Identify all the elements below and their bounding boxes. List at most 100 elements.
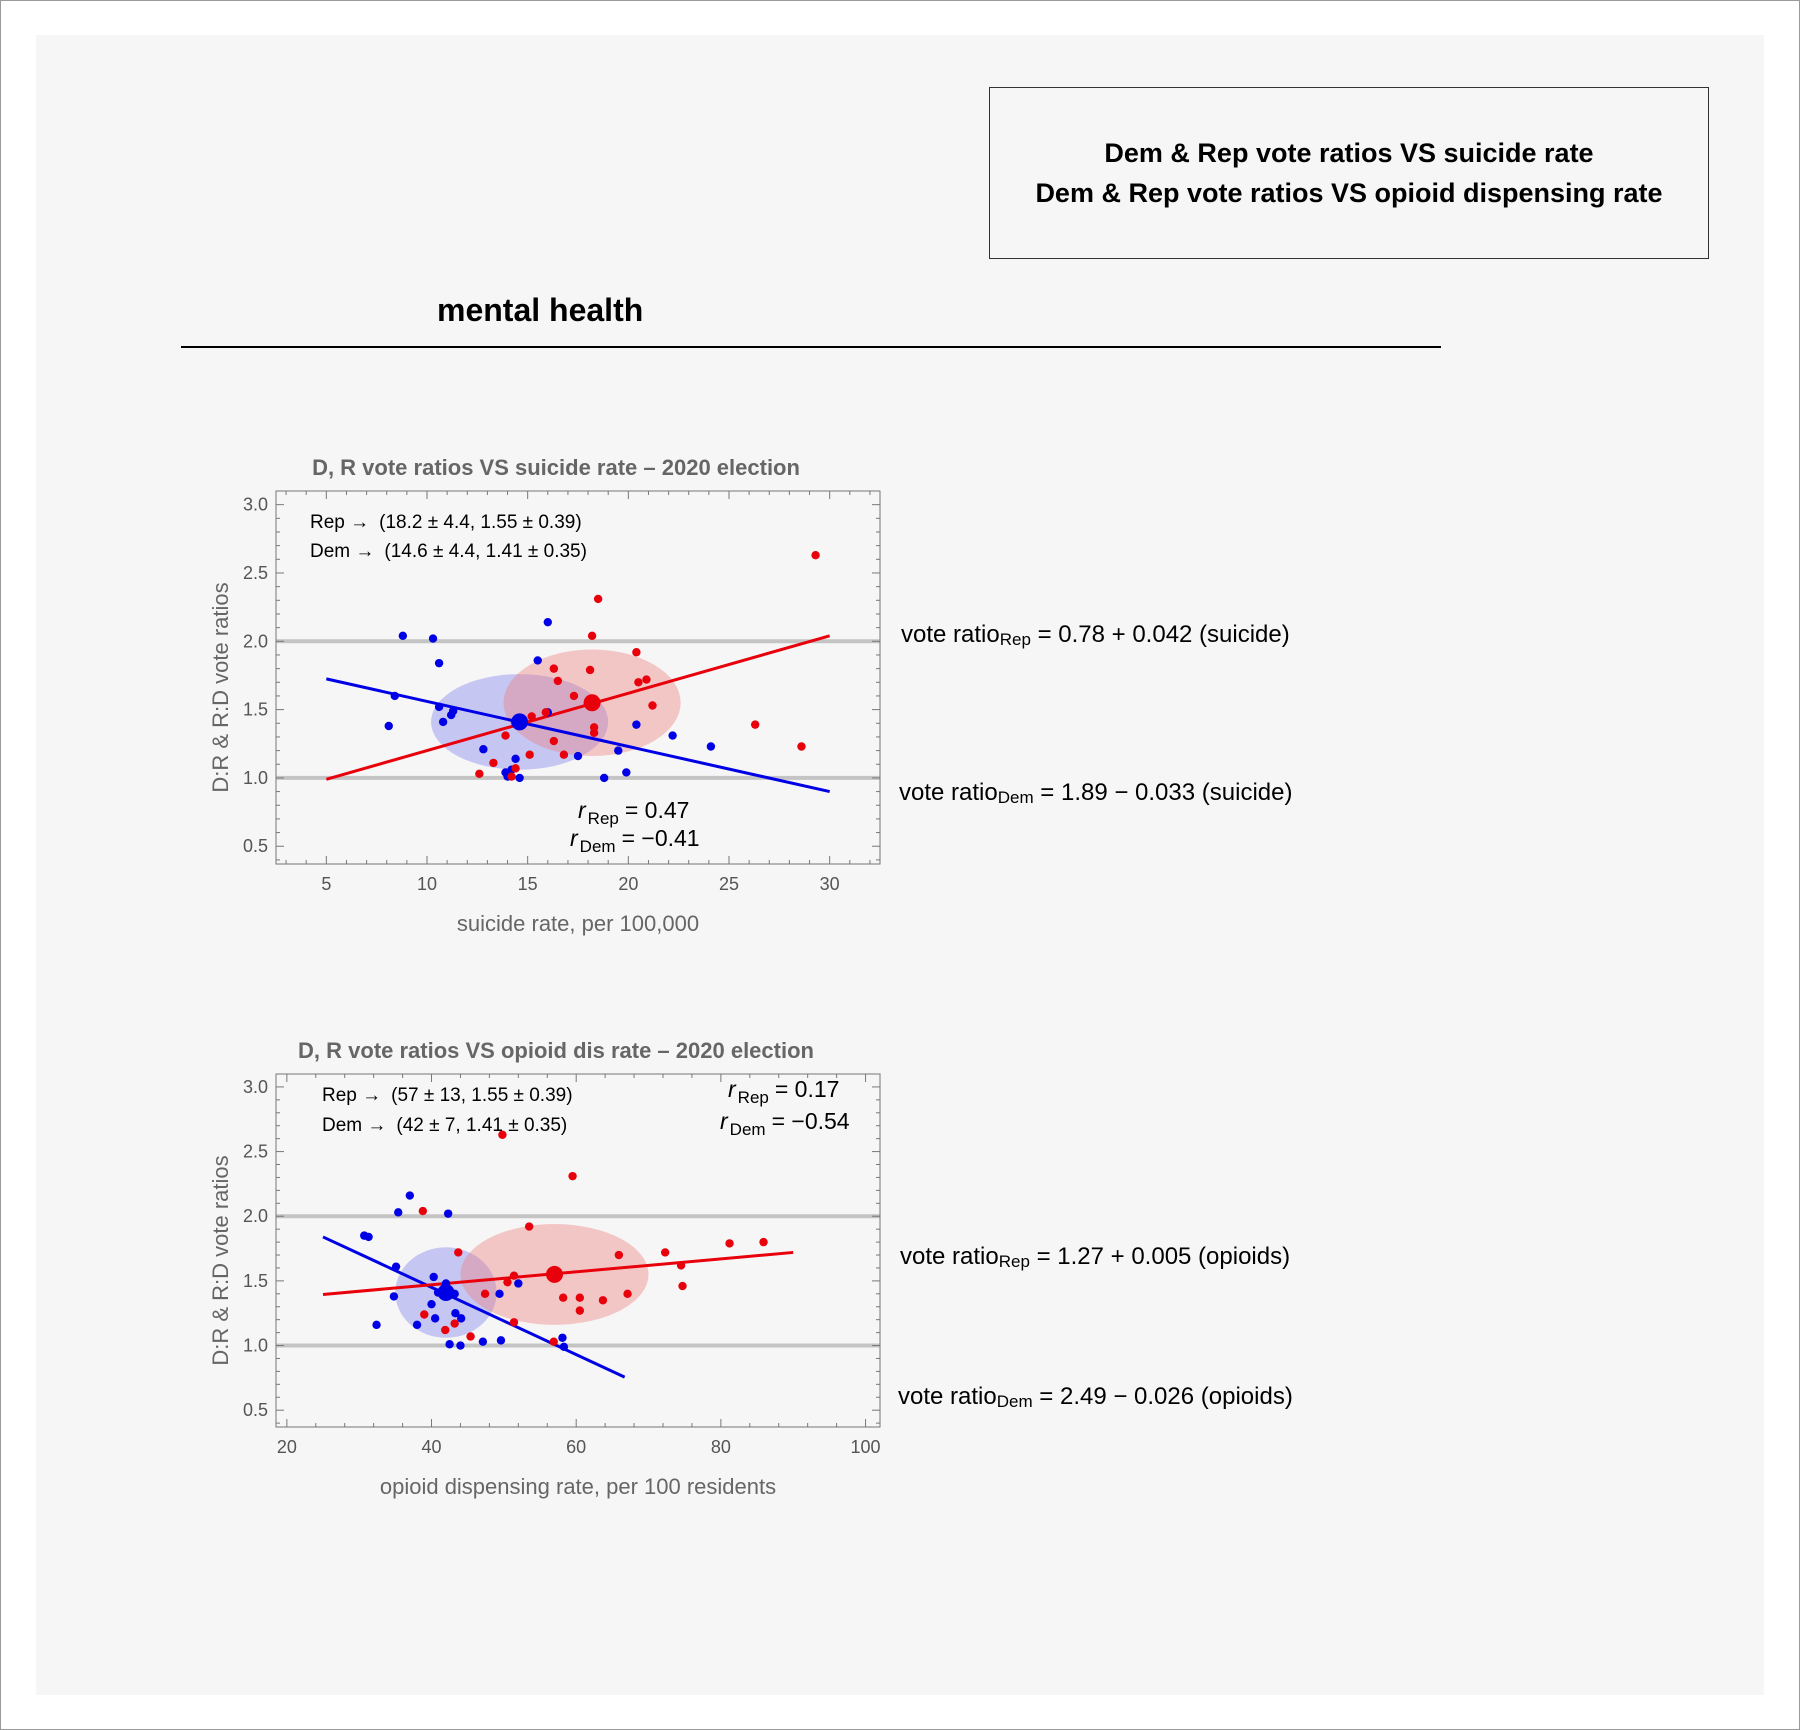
y-tick-label: 2.5 bbox=[243, 1142, 268, 1162]
dem-data-point bbox=[384, 721, 393, 731]
dem-data-point bbox=[428, 634, 438, 643]
rep-data-point bbox=[725, 1239, 734, 1248]
rep-correlation-symbol: r bbox=[578, 797, 587, 823]
eq-prefix: vote ratio bbox=[900, 1243, 999, 1270]
y-axis-label: D:R & R:D vote ratios bbox=[208, 1155, 233, 1365]
rep-data-point bbox=[660, 1248, 670, 1257]
rep-data-point bbox=[632, 648, 641, 657]
rep-data-point bbox=[480, 1289, 490, 1299]
rep-data-point bbox=[420, 1310, 429, 1319]
y-tick-label: 0.5 bbox=[243, 836, 268, 856]
dem-correlation-sub: Dem bbox=[580, 837, 616, 856]
rep-data-point bbox=[575, 1306, 585, 1315]
x-tick-label: 100 bbox=[851, 1437, 881, 1457]
dem-data-point bbox=[614, 746, 623, 755]
dem-summary-label: Dem → bbox=[322, 1115, 386, 1136]
dem-data-point bbox=[515, 773, 524, 783]
rep-data-point bbox=[811, 551, 820, 560]
rep-data-point bbox=[587, 631, 597, 641]
rep-data-point bbox=[549, 664, 559, 673]
y-tick-label: 1.0 bbox=[243, 768, 268, 788]
rep-data-point bbox=[589, 728, 599, 738]
rep-correlation-sub: Rep bbox=[588, 809, 619, 828]
dem-correlation-symbol: r bbox=[720, 1108, 729, 1134]
rep-data-point bbox=[614, 1250, 624, 1260]
rep-regression-equation-opioids: vote ratioRep = 1.27 + 0.005 (opioids) bbox=[900, 1243, 1290, 1271]
rep-data-point bbox=[509, 1318, 519, 1327]
y-tick-label: 2.0 bbox=[243, 631, 268, 651]
rep-data-point bbox=[503, 1277, 512, 1287]
rep-data-point bbox=[648, 701, 657, 710]
dem-data-point bbox=[398, 631, 408, 641]
eq-prefix: vote ratio bbox=[901, 621, 1000, 648]
x-tick-label: 40 bbox=[422, 1437, 442, 1457]
section-title: mental health bbox=[437, 292, 644, 328]
dem-data-point bbox=[443, 1209, 453, 1218]
rep-data-point bbox=[475, 769, 484, 779]
y-tick-label: 0.5 bbox=[243, 1400, 268, 1420]
dem-data-point bbox=[412, 1320, 422, 1330]
rep-data-point bbox=[569, 691, 579, 701]
dem-fit-line bbox=[326, 677, 830, 794]
rep-data-point bbox=[759, 1237, 768, 1247]
rep-data-point bbox=[553, 676, 563, 686]
eq-rest: = 2.49 − 0.026 (opioids) bbox=[1039, 1383, 1293, 1410]
rep-data-point bbox=[549, 1337, 558, 1346]
eq-rest: = 0.78 + 0.042 (suicide) bbox=[1037, 621, 1290, 648]
header-line-2: Dem & Rep vote ratios VS opioid dispensi… bbox=[1035, 178, 1663, 208]
rep-data-point bbox=[568, 1171, 577, 1181]
dem-correlation-value: = −0.41 bbox=[622, 825, 700, 851]
dem-data-point bbox=[573, 751, 583, 761]
dem-data-point bbox=[456, 1314, 466, 1323]
rep-data-point bbox=[524, 1222, 534, 1231]
y-tick-label: 1.5 bbox=[243, 1271, 268, 1291]
x-tick-label: 80 bbox=[711, 1437, 731, 1457]
chart-title: D, R vote ratios VS opioid dis rate – 20… bbox=[298, 1038, 814, 1063]
y-tick-label: 3.0 bbox=[243, 1077, 268, 1097]
rep-data-point bbox=[676, 1261, 686, 1270]
dem-data-point bbox=[479, 745, 488, 754]
dem-data-point bbox=[372, 1320, 381, 1330]
dem-summary: Dem → (42 ± 7, 1.41 ± 0.35) bbox=[322, 1115, 567, 1136]
x-tick-label: 30 bbox=[820, 874, 840, 894]
rep-data-point bbox=[454, 1248, 463, 1257]
rep-data-point bbox=[511, 764, 520, 773]
dem-data-point bbox=[451, 1309, 460, 1318]
notebook-panel bbox=[36, 35, 1764, 1695]
rep-mean-point bbox=[545, 1265, 563, 1283]
rep-correlation-symbol: r bbox=[728, 1076, 737, 1102]
dem-correlation-symbol: r bbox=[570, 825, 579, 851]
y-tick-label: 1.5 bbox=[243, 700, 268, 720]
dem-regression-equation-suicide: vote ratioDem = 1.89 − 0.033 (suicide) bbox=[899, 779, 1292, 807]
dem-data-point bbox=[456, 1341, 465, 1350]
chart-title: D, R vote ratios VS suicide rate – 2020 … bbox=[312, 455, 800, 480]
rep-data-point bbox=[450, 1319, 459, 1328]
dem-summary-label: Dem → bbox=[310, 541, 374, 562]
x-axis-label: opioid dispensing rate, per 100 resident… bbox=[380, 1474, 776, 1499]
rep-data-point bbox=[507, 772, 516, 781]
dem-data-point bbox=[501, 768, 510, 777]
dem-correlation: r Dem = −0.41 bbox=[570, 825, 700, 856]
dem-data-point bbox=[389, 1292, 399, 1301]
rep-data-point bbox=[797, 742, 806, 751]
dem-regression-equation-opioids: vote ratioDem = 2.49 − 0.026 (opioids) bbox=[898, 1383, 1293, 1411]
dem-summary-value: (42 ± 7, 1.41 ± 0.35) bbox=[396, 1115, 567, 1136]
dem-data-point bbox=[495, 1289, 504, 1299]
eq-rest: = 1.27 + 0.005 (opioids) bbox=[1036, 1243, 1291, 1270]
dem-mean-point bbox=[437, 1284, 455, 1302]
opioid-rate-scatter-chart: D, R vote ratios VS opioid dis rate – 20… bbox=[208, 1038, 881, 1499]
dem-data-point bbox=[434, 658, 444, 668]
dem-data-point bbox=[511, 754, 520, 763]
rep-summary-label: Rep → bbox=[322, 1085, 381, 1106]
dem-correlation-value: = −0.54 bbox=[772, 1108, 850, 1134]
dem-summary: Dem → (14.6 ± 4.4, 1.41 ± 0.35) bbox=[310, 541, 587, 562]
dem-data-point bbox=[391, 1262, 401, 1271]
eq-sub: Rep bbox=[999, 630, 1031, 649]
dem-data-point bbox=[394, 1208, 403, 1217]
y-tick-label: 3.0 bbox=[243, 495, 268, 515]
dem-data-point bbox=[405, 1191, 415, 1200]
dem-data-point bbox=[438, 717, 448, 727]
y-axis-label: D:R & R:D vote ratios bbox=[208, 582, 233, 792]
x-tick-label: 5 bbox=[321, 874, 331, 894]
rep-data-point bbox=[585, 665, 595, 675]
